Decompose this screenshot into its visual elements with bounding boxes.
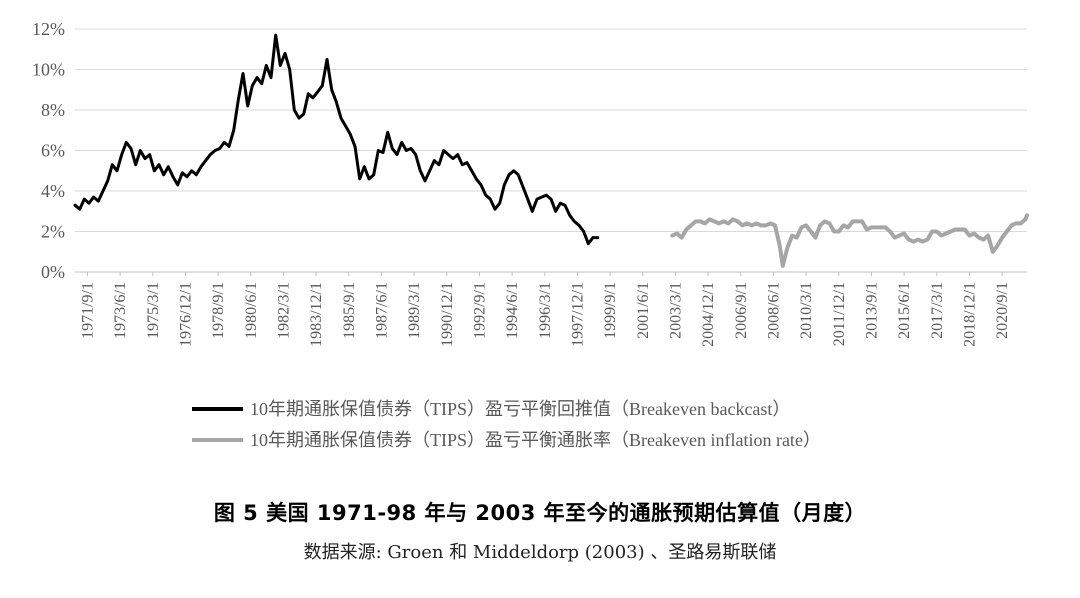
x-tick-label: 2011/12/1 <box>831 282 848 346</box>
x-tick-label: 2013/9/1 <box>863 282 880 339</box>
x-tick-label: 1973/6/1 <box>112 282 129 339</box>
x-tick-label: 1982/3/1 <box>275 282 292 339</box>
y-tick-label: 4% <box>41 181 65 201</box>
x-tick-label: 2008/6/1 <box>765 282 782 339</box>
x-tick-label: 2020/9/1 <box>994 282 1011 339</box>
figure-source: 数据来源: Groen 和 Middeldorp (2003) 、圣路易斯联储 <box>303 542 777 563</box>
y-tick-label: 10% <box>32 60 65 80</box>
x-tick-label: 1992/9/1 <box>471 282 488 339</box>
y-tick-label: 0% <box>41 262 65 282</box>
y-tick-label: 6% <box>41 141 65 161</box>
x-tick-label: 1980/6/1 <box>243 282 260 339</box>
x-tick-label: 1983/12/1 <box>308 282 325 347</box>
x-tick-label: 1990/12/1 <box>439 282 456 347</box>
gridlines <box>75 28 1027 232</box>
y-tick-label: 2% <box>41 222 65 242</box>
x-tick-label: 1994/6/1 <box>504 282 521 339</box>
x-tick-label: 1975/3/1 <box>145 282 162 339</box>
x-tick-label: 2018/12/1 <box>961 282 978 347</box>
x-tick-label: 1999/9/1 <box>602 282 619 339</box>
x-tick-label: 2015/6/1 <box>896 282 913 339</box>
x-tick-label: 1989/3/1 <box>406 282 423 339</box>
x-tick-label: 1971/9/1 <box>79 282 96 339</box>
legend-label-breakeven: 10年期通胀保值债券（TIPS）盈亏平衡通胀率（Breakeven inflat… <box>250 430 821 450</box>
x-tick-label: 2017/3/1 <box>929 282 946 339</box>
x-tick-label: 2001/6/1 <box>635 282 652 339</box>
series-line-backcast <box>73 33 600 246</box>
legend: 10年期通胀保值债券（TIPS）盈亏平衡回推值（Breakeven backca… <box>192 399 821 450</box>
x-tick-label: 2006/9/1 <box>733 282 750 339</box>
x-tick-label: 1985/9/1 <box>341 282 358 339</box>
breakeven-chart: 0% 2% 4% 6% 8% 10% 12% 1971/9/1 1973/6/1 1975/3/1… <box>32 19 1029 450</box>
x-tick-label: 1976/12/1 <box>177 282 194 347</box>
y-tick-label: 8% <box>41 100 65 120</box>
legend-label-backcast: 10年期通胀保值债券（TIPS）盈亏平衡回推值（Breakeven backca… <box>250 399 790 419</box>
x-tick-label: 2003/3/1 <box>667 282 684 339</box>
x-tick-label: 1996/3/1 <box>537 282 554 339</box>
figure-title: 图 5 美国 1971-98 年与 2003 年至今的通胀预期估算值（月度） <box>213 501 867 525</box>
x-tick-label: 2004/12/1 <box>700 282 717 347</box>
series-layer <box>73 33 1029 268</box>
axes: 0% 2% 4% 6% 8% 10% 12% 1971/9/1 1973/6/1 1975/3/1… <box>32 19 1027 347</box>
x-tick-label: 1978/9/1 <box>210 282 227 339</box>
x-tick-label: 2010/3/1 <box>798 282 815 339</box>
series-line-breakeven <box>670 213 1029 268</box>
y-tick-label: 12% <box>32 19 65 39</box>
x-tick-label: 1997/12/1 <box>569 282 586 347</box>
x-tick-label: 1987/6/1 <box>373 282 390 339</box>
